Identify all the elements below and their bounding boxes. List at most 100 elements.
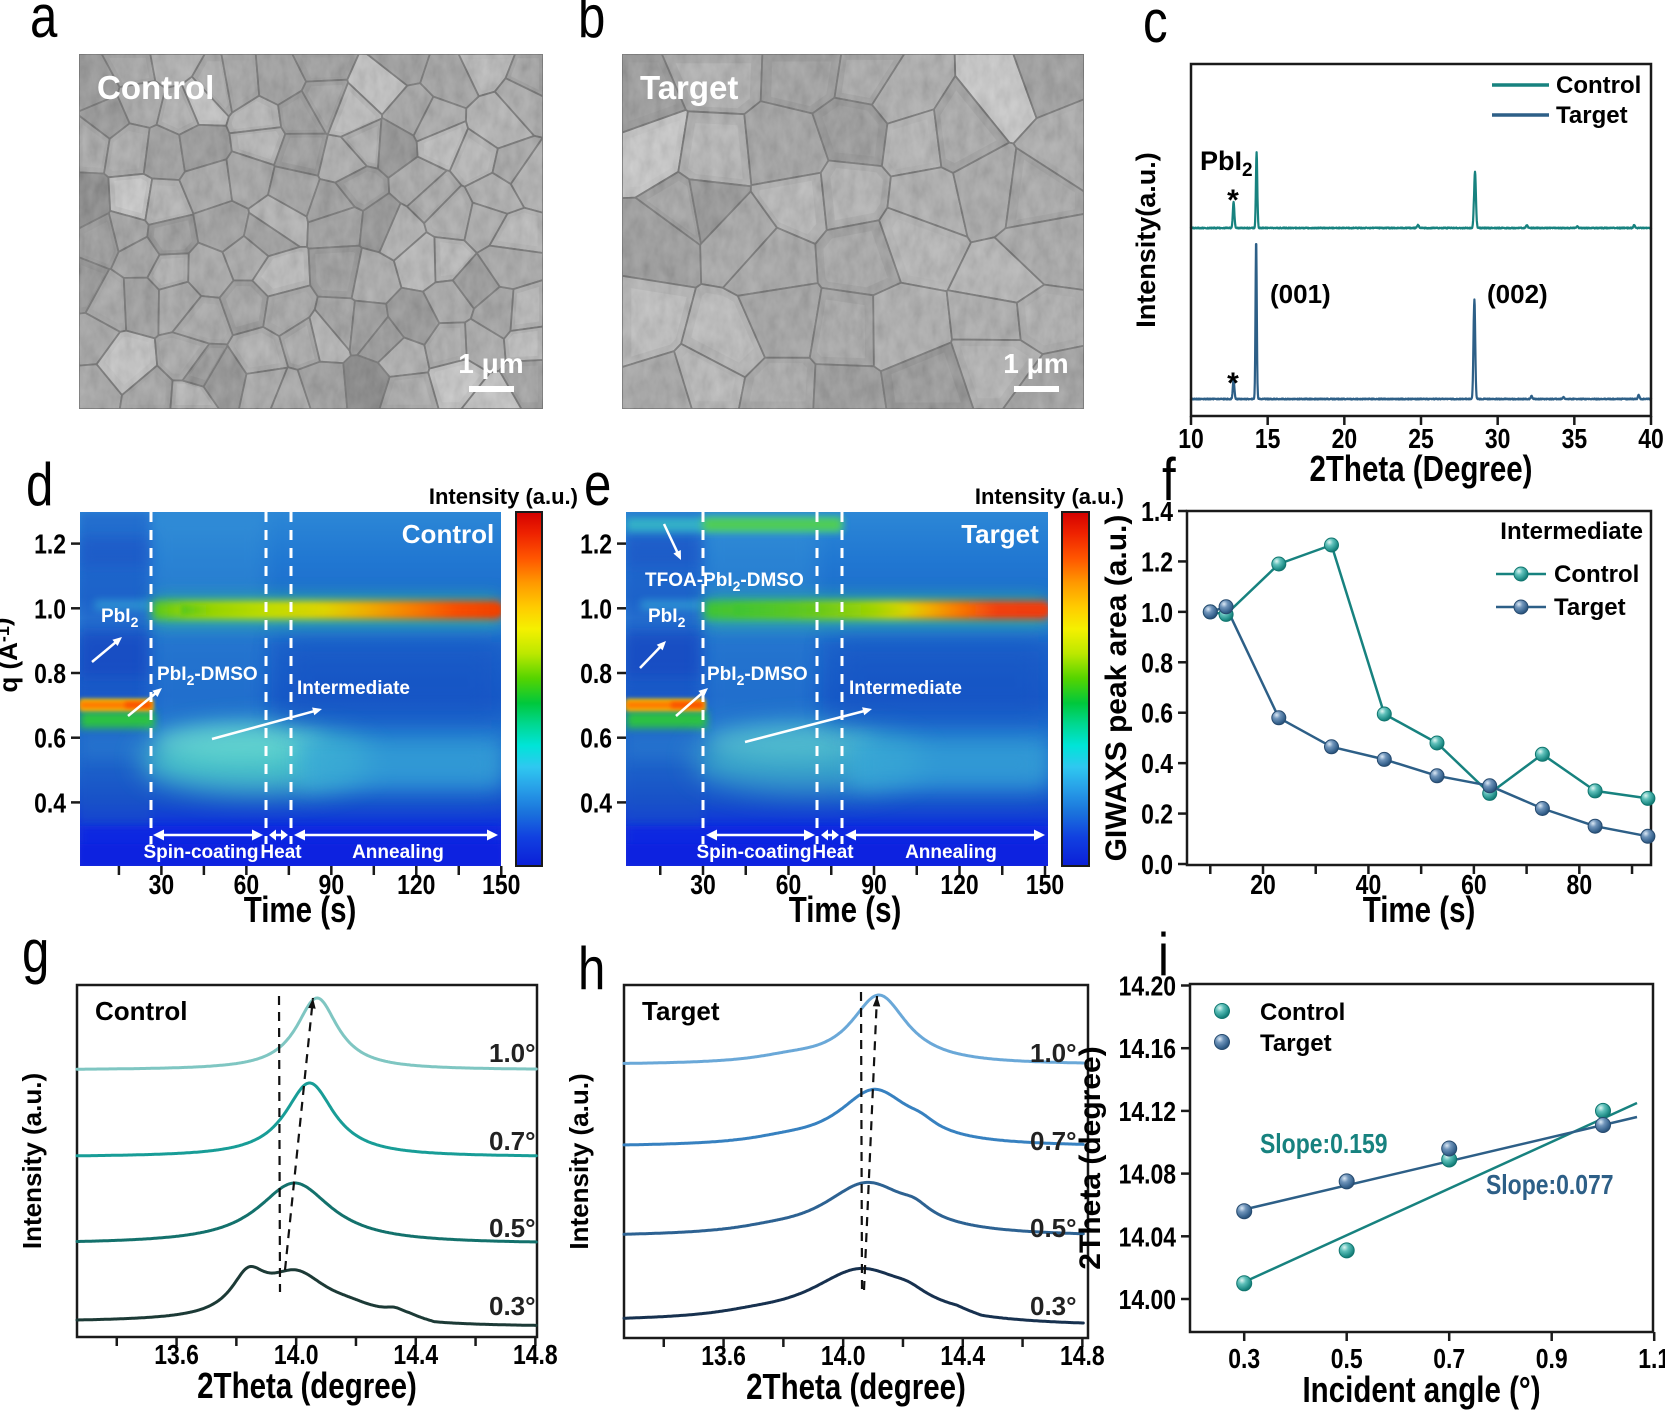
svg-text:14.12: 14.12 [1119, 1097, 1176, 1128]
svg-text:e: e [584, 450, 611, 518]
svg-text:Control: Control [1260, 999, 1345, 1026]
svg-text:1.1: 1.1 [1638, 1344, 1665, 1375]
svg-text:10: 10 [1178, 424, 1204, 455]
svg-text:20: 20 [1332, 424, 1358, 455]
svg-text:i: i [1158, 920, 1169, 988]
svg-text:GIWAXS peak area (a.u.): GIWAXS peak area (a.u.) [1100, 515, 1133, 862]
svg-text:1.2: 1.2 [34, 530, 66, 561]
svg-text:120: 120 [940, 870, 978, 901]
svg-text:Intensity (a.u.): Intensity (a.u.) [429, 484, 578, 509]
svg-text:0.3: 0.3 [1228, 1344, 1260, 1375]
svg-text:14.08: 14.08 [1119, 1160, 1176, 1191]
svg-text:d: d [26, 450, 53, 518]
svg-text:0.5°: 0.5° [489, 1213, 536, 1243]
svg-text:Intermediate: Intermediate [849, 678, 962, 699]
svg-text:0.2: 0.2 [1141, 800, 1173, 831]
svg-text:0.6: 0.6 [580, 724, 612, 755]
svg-text:30: 30 [690, 870, 716, 901]
svg-text:c: c [1143, 0, 1168, 55]
svg-text:1.0: 1.0 [580, 594, 612, 625]
svg-text:Heat: Heat [260, 842, 302, 863]
svg-text:Time (s): Time (s) [244, 889, 357, 929]
svg-text:14.8: 14.8 [1060, 1341, 1105, 1372]
svg-text:0.7°: 0.7° [489, 1126, 536, 1156]
svg-text:Intermediate: Intermediate [1500, 518, 1643, 545]
svg-text:Time (s): Time (s) [789, 889, 902, 929]
svg-text:Annealing: Annealing [905, 842, 997, 863]
svg-text:Target: Target [1556, 102, 1628, 129]
svg-text:Incident angle (°): Incident angle (°) [1302, 1369, 1540, 1409]
svg-text:a: a [30, 0, 58, 50]
svg-text:14.04: 14.04 [1119, 1222, 1177, 1253]
svg-text:2Theta (Degree): 2Theta (Degree) [1309, 448, 1532, 488]
svg-text:90: 90 [319, 870, 345, 901]
svg-text:Target: Target [1554, 594, 1626, 621]
svg-text:0.4: 0.4 [1141, 749, 1174, 780]
svg-text:1 μm: 1 μm [1003, 348, 1068, 379]
svg-text:40: 40 [1638, 424, 1664, 455]
svg-text:Spin-coating: Spin-coating [143, 842, 258, 863]
svg-text:Heat: Heat [812, 842, 854, 863]
svg-text:1.0: 1.0 [34, 594, 66, 625]
svg-text:2Theta (degree): 2Theta (degree) [1074, 1046, 1107, 1269]
svg-text:0.7°: 0.7° [1030, 1126, 1077, 1156]
svg-text:150: 150 [482, 870, 520, 901]
svg-text:Intensity (a.u.): Intensity (a.u.) [17, 1073, 47, 1249]
svg-text:1.0: 1.0 [1141, 598, 1173, 629]
svg-text:20: 20 [1250, 870, 1276, 901]
svg-text:1.2: 1.2 [1141, 547, 1173, 578]
svg-text:40: 40 [1356, 870, 1382, 901]
svg-text:Annealing: Annealing [352, 842, 444, 863]
svg-text:60: 60 [1461, 870, 1487, 901]
svg-text:30: 30 [149, 870, 175, 901]
svg-text:14.8: 14.8 [513, 1340, 558, 1371]
svg-text:PbI2-DMSO: PbI2-DMSO [707, 664, 808, 688]
svg-text:0.5°: 0.5° [1030, 1213, 1077, 1243]
svg-text:b: b [578, 0, 605, 50]
svg-text:Intensity (a.u.): Intensity (a.u.) [975, 484, 1124, 509]
svg-text:0.8: 0.8 [580, 659, 612, 690]
svg-text:0.3°: 0.3° [489, 1291, 536, 1321]
svg-text:60: 60 [776, 870, 802, 901]
svg-text:*: * [1227, 184, 1239, 217]
svg-text:(002): (002) [1487, 279, 1548, 309]
svg-text:120: 120 [397, 870, 435, 901]
svg-text:Target: Target [642, 996, 720, 1026]
svg-text:Target: Target [1260, 1030, 1332, 1057]
svg-text:13.6: 13.6 [701, 1341, 746, 1372]
svg-text:PbI2-DMSO: PbI2-DMSO [157, 664, 258, 688]
svg-text:Target: Target [640, 69, 738, 106]
svg-text:*: * [1227, 367, 1239, 400]
svg-text:0.4: 0.4 [580, 788, 613, 819]
svg-text:0.7: 0.7 [1433, 1344, 1465, 1375]
svg-text:Control: Control [1556, 72, 1641, 99]
svg-text:1.0°: 1.0° [1030, 1038, 1077, 1068]
svg-text:f: f [1162, 445, 1176, 513]
svg-text:Intensity(a.u.): Intensity(a.u.) [1131, 152, 1161, 328]
svg-text:(001): (001) [1270, 279, 1331, 309]
svg-text:14.4: 14.4 [940, 1341, 985, 1372]
svg-text:0.0: 0.0 [1141, 850, 1173, 881]
svg-text:2Theta (degree): 2Theta (degree) [197, 1365, 417, 1405]
svg-text:h: h [578, 934, 605, 1002]
svg-text:Intermediate: Intermediate [297, 678, 410, 699]
svg-text:14.20: 14.20 [1119, 971, 1176, 1002]
svg-text:0.8: 0.8 [34, 659, 66, 690]
svg-text:90: 90 [861, 870, 887, 901]
svg-text:1 μm: 1 μm [458, 348, 523, 379]
svg-text:Spin-coating: Spin-coating [696, 842, 811, 863]
svg-text:1.2: 1.2 [580, 530, 612, 561]
svg-text:2Theta (degree): 2Theta (degree) [746, 1366, 966, 1406]
svg-text:14.0: 14.0 [274, 1340, 319, 1371]
svg-text:0.9: 0.9 [1536, 1344, 1568, 1375]
svg-text:0.5: 0.5 [1331, 1344, 1363, 1375]
svg-text:Control: Control [1554, 561, 1639, 588]
svg-text:g: g [22, 917, 49, 985]
svg-text:Target: Target [961, 519, 1039, 549]
svg-text:60: 60 [234, 870, 260, 901]
svg-text:14.16: 14.16 [1119, 1034, 1176, 1065]
svg-text:13.6: 13.6 [154, 1340, 199, 1371]
svg-text:80: 80 [1567, 870, 1593, 901]
svg-text:14.00: 14.00 [1119, 1285, 1176, 1316]
svg-text:Intensity (a.u.): Intensity (a.u.) [564, 1073, 594, 1249]
